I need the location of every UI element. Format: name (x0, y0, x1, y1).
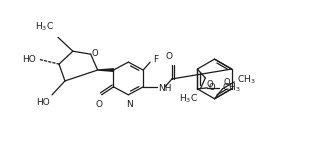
Text: H$_3$C: H$_3$C (35, 21, 54, 33)
Text: O: O (91, 49, 98, 58)
Text: N: N (126, 100, 133, 109)
Text: H$_3$C: H$_3$C (179, 93, 198, 105)
Text: F: F (153, 55, 158, 64)
Text: HO: HO (36, 98, 50, 107)
Text: O: O (206, 80, 213, 89)
Polygon shape (98, 69, 114, 71)
Text: CH$_3$: CH$_3$ (237, 74, 256, 86)
Text: HO: HO (23, 55, 36, 64)
Text: NH: NH (158, 84, 171, 93)
Text: CH$_3$: CH$_3$ (222, 82, 241, 94)
Text: O: O (95, 100, 102, 109)
Text: O: O (223, 78, 230, 87)
Text: O: O (166, 52, 172, 61)
Text: O: O (208, 83, 215, 92)
